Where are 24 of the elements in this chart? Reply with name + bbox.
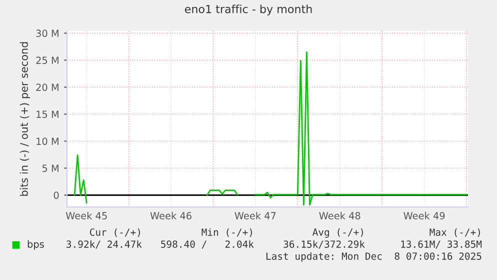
chart-title: eno1 traffic - by month — [184, 4, 312, 16]
x-tick-label: Week 48 — [319, 212, 360, 220]
y-tick-label: 5 M — [42, 164, 58, 172]
y-tick-label: 20 M — [36, 84, 58, 91]
x-tick-label: Week 49 — [404, 212, 445, 220]
text: Avg (-/+) — [312, 228, 363, 238]
y-tick-label: 10 M — [36, 138, 58, 145]
legend-label: bps — [28, 240, 44, 250]
x-tick-label: Week 45 — [66, 212, 107, 220]
text: Max (-/+) — [430, 228, 480, 237]
y-axis-title: bits in (-) / out (+) per second — [20, 42, 30, 196]
x-tick-label: Week 46 — [150, 212, 192, 220]
x-tick-label: Week 47 — [234, 212, 276, 220]
text: Last update: Mon Dec 8 07:00:16 2025 — [266, 252, 482, 262]
y-tick-label: 15 M — [36, 110, 58, 118]
text: 13.61M/ 33.85M — [401, 240, 482, 249]
text: Cur (-/+) — [90, 228, 140, 237]
text: Min (-/+) — [202, 228, 252, 237]
y-tick-label: 0 — [54, 192, 59, 199]
text: 598.40 / 2.04k — [161, 240, 254, 249]
y-tick-label: 30 M — [36, 30, 58, 37]
text: 3.92k/ 24.47k — [66, 240, 142, 249]
text: 36.15k/372.29k — [284, 240, 365, 249]
y-tick-label: 25 M — [36, 56, 58, 64]
